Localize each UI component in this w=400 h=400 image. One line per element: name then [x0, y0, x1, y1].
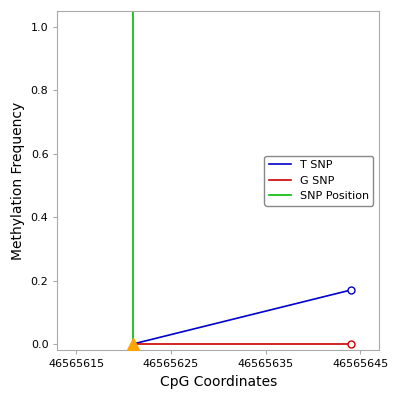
Y-axis label: Methylation Frequency: Methylation Frequency [11, 102, 25, 260]
Legend: T SNP, G SNP, SNP Position: T SNP, G SNP, SNP Position [264, 156, 374, 206]
X-axis label: CpG Coordinates: CpG Coordinates [160, 375, 277, 389]
